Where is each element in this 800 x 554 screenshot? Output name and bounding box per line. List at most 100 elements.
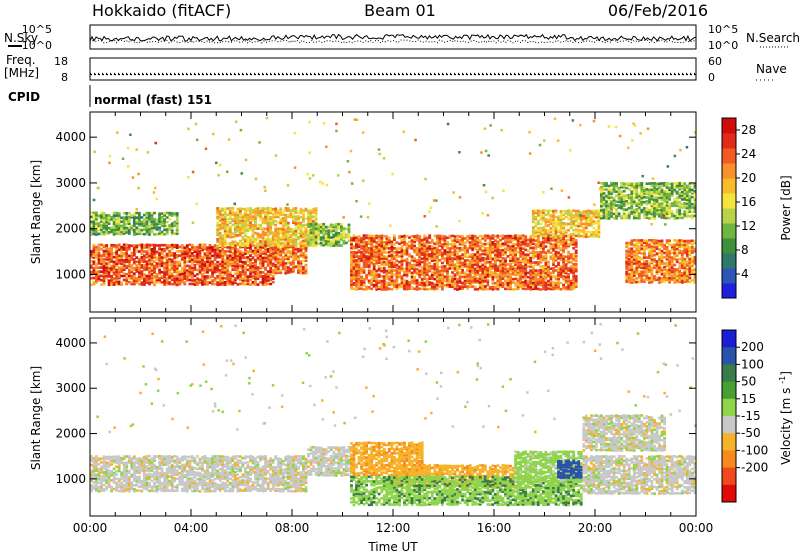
echo-cell <box>148 214 151 218</box>
echo-cell <box>107 262 111 266</box>
echo-cell <box>241 242 245 245</box>
echo-cell <box>125 276 129 280</box>
echo-cell <box>496 255 500 258</box>
echo-cell <box>496 253 500 256</box>
echo-cell <box>685 272 689 275</box>
echo-cell <box>456 261 459 265</box>
echo-cell <box>289 209 293 212</box>
echo-cell <box>148 252 151 255</box>
echo-cell <box>307 219 310 223</box>
echo-cell <box>446 267 449 271</box>
echo-cell <box>150 224 154 228</box>
echo-cell <box>357 235 361 238</box>
echo-cell <box>259 256 262 259</box>
echo-cell <box>521 265 525 268</box>
echo-cell <box>132 216 136 219</box>
echo-cell <box>183 275 187 278</box>
echo-cell <box>395 248 399 252</box>
echo-cell <box>233 251 237 255</box>
echo-cell <box>180 276 184 280</box>
echo-cell <box>539 228 543 232</box>
echo-cell <box>357 283 361 287</box>
echo-cell <box>430 271 434 274</box>
echo-cell <box>130 251 134 255</box>
echo-cell <box>473 244 477 248</box>
echo-cell <box>579 211 583 214</box>
echo-cell <box>286 226 290 229</box>
echo-cell <box>418 269 422 273</box>
echo-cell <box>198 281 202 284</box>
echo-cell <box>115 252 119 255</box>
echo-cell <box>542 281 545 285</box>
echo-cell <box>539 277 543 281</box>
echo-cell <box>264 215 267 218</box>
echo-cell <box>398 283 401 286</box>
echo-cell <box>150 226 154 230</box>
echo-cell <box>233 268 237 272</box>
echo-cell <box>567 273 570 276</box>
echo-cell <box>254 237 257 241</box>
echo-cell <box>562 246 565 250</box>
echo-cell <box>271 262 275 266</box>
echo-cell <box>693 262 697 265</box>
echo-cell <box>670 268 674 272</box>
echo-cell <box>196 273 199 276</box>
echo-cell <box>208 258 212 262</box>
echo-cell <box>557 287 560 291</box>
echo-cell <box>524 275 528 279</box>
echo-cell <box>547 271 550 274</box>
echo-cell <box>514 261 517 265</box>
echo-cell <box>127 258 131 261</box>
echo-cell <box>562 267 565 271</box>
echo-cell <box>188 266 192 269</box>
echo-cell <box>382 283 386 286</box>
echo-cell <box>678 239 682 242</box>
echo-cell <box>188 278 192 282</box>
echo-cell <box>261 219 265 222</box>
echo-cell <box>355 285 358 288</box>
echo-cell <box>587 230 591 234</box>
echo-cell <box>201 262 204 266</box>
echo-cell <box>218 225 222 229</box>
echo-cell <box>514 287 517 291</box>
echo-cell <box>244 223 247 227</box>
echo-cell <box>271 274 275 278</box>
echo-cell <box>680 281 684 284</box>
echo-cell <box>519 237 523 240</box>
echo-cell <box>254 272 257 275</box>
echo-cell <box>332 225 336 229</box>
echo-cell <box>153 267 156 270</box>
echo-cell <box>112 269 116 272</box>
echo-cell <box>244 274 247 278</box>
echo-cell <box>175 274 179 277</box>
echo-cell <box>458 235 462 238</box>
echo-cell <box>494 235 497 238</box>
echo-cell <box>299 265 303 268</box>
echo-cell <box>132 279 136 282</box>
echo-cell <box>198 268 202 272</box>
echo-cell <box>587 235 591 238</box>
echo-cell <box>385 235 389 238</box>
echo-cell <box>244 266 247 269</box>
echo-cell <box>135 260 139 264</box>
echo-cell <box>574 245 578 248</box>
echo-cell <box>241 215 245 219</box>
echo-cell <box>158 268 161 272</box>
echo-cell <box>125 212 129 215</box>
echo-cell <box>266 238 270 241</box>
echo-cell <box>153 250 156 253</box>
echo-cell <box>160 280 164 284</box>
echo-cell <box>155 258 159 261</box>
echo-cell <box>572 264 576 268</box>
echo-cell <box>158 262 161 266</box>
echo-cell <box>294 223 298 227</box>
echo-cell <box>430 241 434 244</box>
echo-cell <box>506 271 510 274</box>
echo-cell <box>375 246 379 250</box>
echo-cell <box>501 271 505 275</box>
echo-cell <box>271 235 275 239</box>
echo-cell <box>312 236 315 240</box>
echo-cell <box>481 277 485 280</box>
echo-cell <box>292 253 295 257</box>
echo-cell <box>547 218 550 222</box>
